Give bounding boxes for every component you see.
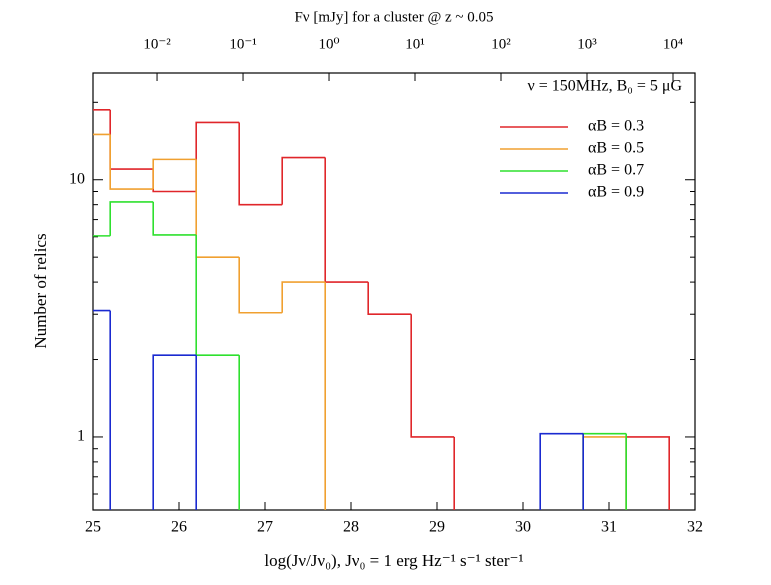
- histogram-step: [238, 257, 283, 314]
- histogram-step: [367, 282, 412, 316]
- histogram-step: [582, 436, 627, 510]
- histogram-step: [195, 234, 240, 356]
- top-tick-label: 10⁻¹: [229, 36, 256, 52]
- histogram-step: [539, 432, 584, 510]
- histogram-step: [93, 309, 111, 312]
- top-tick-label: 10³: [577, 36, 597, 52]
- x-tick-label: 28: [343, 519, 359, 536]
- plot-frame: [92, 72, 696, 511]
- top-tick-label: 10⁰: [319, 36, 340, 52]
- x-tick-label: 25: [85, 519, 101, 536]
- x-tick-label: 26: [171, 519, 187, 536]
- histogram-step: [109, 134, 154, 190]
- histogram-step: [152, 169, 197, 193]
- histogram-step: [324, 282, 326, 510]
- top-axis-label: Fν [mJy] for a cluster @ z ~ 0.05: [294, 9, 493, 25]
- histogram-step: [93, 133, 111, 136]
- top-tick-label: 10²: [491, 36, 511, 52]
- histogram-step: [410, 314, 455, 438]
- histogram-step: [625, 433, 627, 510]
- histogram-step: [625, 436, 670, 510]
- histogram-step: [109, 109, 154, 170]
- x-tick-label: 31: [601, 519, 617, 536]
- annotation: ν = 150MHz, B₀ = 5 μG: [527, 78, 682, 95]
- x-tick-label: 32: [687, 519, 703, 536]
- histogram-step: [109, 201, 154, 236]
- x-tick-label: 30: [515, 519, 531, 536]
- legend-label: αB = 0.7: [588, 162, 644, 179]
- histogram-step: [195, 355, 197, 510]
- histogram-step: [582, 433, 584, 510]
- top-tick-label: 10⁻²: [143, 36, 171, 52]
- x-tick-label: 27: [257, 519, 273, 536]
- legend-label: αB = 0.3: [588, 118, 644, 135]
- histogram-step: [195, 121, 240, 192]
- histogram-step: [93, 235, 111, 237]
- top-tick-label: 10¹: [405, 36, 425, 52]
- y-tick-label: 10: [69, 170, 85, 187]
- histograms: [93, 109, 670, 510]
- y-axis-label: Number of relics: [31, 233, 50, 348]
- histogram-step: [152, 354, 197, 510]
- histogram-step: [238, 355, 240, 510]
- histogram-step: [625, 436, 627, 510]
- histogram-step: [324, 157, 369, 283]
- histogram-step: [281, 281, 326, 313]
- histogram-step: [152, 158, 197, 190]
- histogram-step: [582, 432, 627, 510]
- histogram-step: [109, 310, 111, 510]
- top-tick-label: 10⁴: [663, 36, 683, 52]
- x-axis-label: log(Jν/Jν₀), Jν₀ = 1 erg Hz⁻¹ s⁻¹ ster⁻¹: [264, 551, 523, 570]
- histogram-step: [281, 156, 326, 205]
- histogram-step: [238, 122, 283, 206]
- histogram-step: [195, 159, 240, 258]
- legend-label: αB = 0.9: [588, 184, 644, 201]
- histogram-step: [453, 436, 455, 510]
- x-tick-label: 29: [429, 519, 445, 536]
- y-tick-label: 1: [77, 428, 85, 445]
- histogram-step: [93, 109, 111, 111]
- histogram-step: [152, 201, 197, 236]
- legend-label: αB = 0.5: [588, 140, 644, 157]
